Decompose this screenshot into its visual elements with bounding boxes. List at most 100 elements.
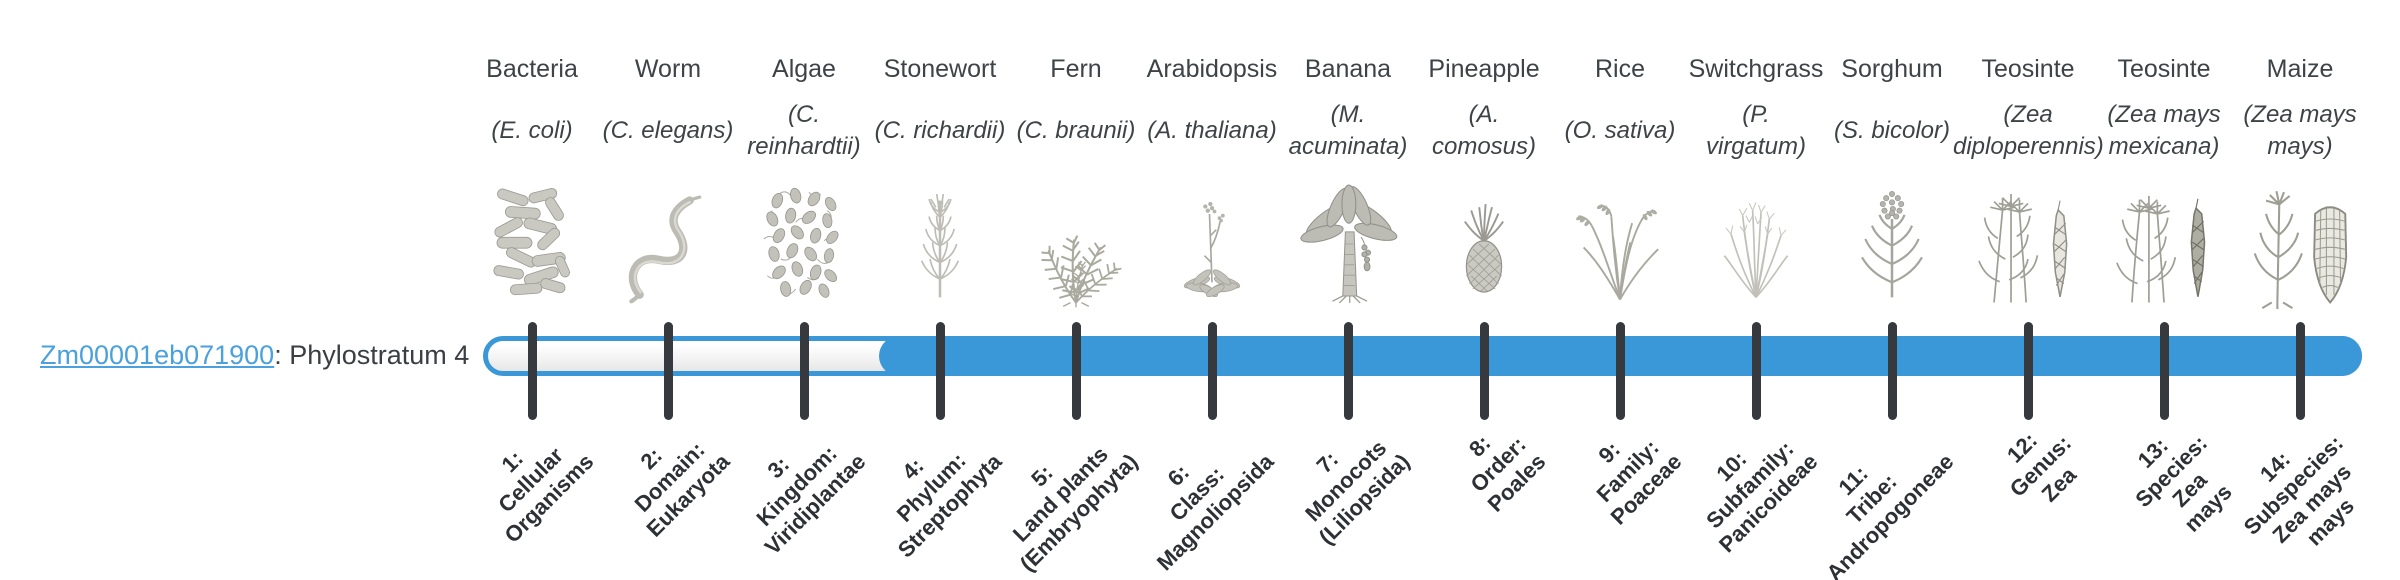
sci-line: diploperennis)	[1953, 133, 2104, 160]
sci-line: (C. elegans)	[602, 117, 734, 144]
sci-line: comosus)	[1431, 133, 1537, 160]
stratum-label-5: 5: Land plants (Embryophyta)	[1007, 441, 1143, 577]
organism-scientific-name: (C. braunii)	[1001, 94, 1151, 168]
sci-line: (Zea	[2003, 101, 2053, 128]
fern-icon	[1001, 170, 1151, 310]
sorghum-icon	[1817, 170, 1967, 310]
teosinte-mexicana-icon	[2089, 170, 2239, 310]
phylostratum-tick-9	[1616, 322, 1625, 420]
organism-column-pineapple: Pineapple (A. comosus)	[1409, 52, 1559, 310]
phylostratum-tick-14	[2296, 322, 2305, 420]
gene-label: Zm00001eb071900: Phylostratum 4	[40, 340, 469, 371]
organism-name: Teosinte	[1981, 55, 2075, 83]
organism-name: Sorghum	[1841, 55, 1943, 83]
sci-line: (Zea mays	[2107, 101, 2221, 128]
stonewort-icon	[865, 170, 1015, 310]
organism-column-arabidopsis: Arabidopsis (A. thaliana)	[1137, 52, 1287, 310]
organism-scientific-name: (P. virgatum)	[1681, 94, 1831, 168]
phylostratum-tick-6	[1208, 322, 1217, 420]
organism-name: Maize	[2266, 55, 2334, 83]
organism-column-maize: Maize (Zea mays mays)	[2225, 52, 2375, 310]
sci-line: (A.	[1468, 101, 1500, 128]
organism-scientific-name: (Zea diploperennis)	[1953, 94, 2104, 168]
stratum-label-2: 2: Domain: Eukaryota	[629, 436, 735, 542]
organism-scientific-name: (O. sativa)	[1545, 94, 1695, 168]
organism-scientific-name: (Zea mays mexicana)	[2089, 94, 2239, 168]
sci-line: (A. thaliana)	[1147, 117, 1277, 144]
sci-line: (S. bicolor)	[1833, 117, 1951, 144]
organism-name: Pineapple	[1428, 55, 1540, 83]
stratum-label-12: 12: Genus: Zea	[2001, 427, 2082, 507]
stratum-label-8: 8: Order: Poales	[1464, 430, 1551, 517]
sci-line: acuminata)	[1288, 133, 1408, 160]
phylostratum-tick-12	[2024, 322, 2033, 420]
sci-line: mays)	[2267, 133, 2333, 160]
organism-scientific-name: (A. comosus)	[1409, 94, 1559, 168]
organism-name: Algae	[772, 55, 836, 83]
sci-line: (P.	[1742, 101, 1770, 128]
organism-scientific-name: (C. reinhardtii)	[729, 94, 879, 168]
stratum-label-6: 6: Class: Magnoliopsida	[1151, 448, 1279, 576]
organism-column-rice: Rice (O. sativa)	[1545, 52, 1695, 310]
organism-scientific-name: (Zea mays mays)	[2225, 94, 2375, 168]
organism-scientific-name: (C. elegans)	[593, 94, 743, 168]
organism-name: Fern	[1050, 55, 1102, 83]
maize-icon	[2225, 170, 2375, 310]
sci-line: mexicana)	[2108, 133, 2220, 160]
bacteria-icon	[457, 170, 607, 310]
stratum-label-13: 13: Species: Zea mays	[2130, 430, 2237, 537]
sci-line: reinhardtii)	[747, 133, 861, 160]
worm-icon	[593, 170, 743, 310]
phylostratum-tick-10	[1752, 322, 1761, 420]
phylostratum-tick-11	[1888, 322, 1897, 420]
organism-column-algae: Algae (C. reinhardtii)	[729, 52, 879, 310]
phylostratum-tick-3	[800, 322, 809, 420]
teosinte-diploperennis-icon	[1953, 170, 2103, 310]
organism-name: Bacteria	[486, 55, 578, 83]
organism-scientific-name: (M. acuminata)	[1273, 94, 1423, 168]
organism-column-sorghum: Sorghum (S. bicolor)	[1817, 52, 1967, 310]
organism-column-fern: Fern (C. braunii)	[1001, 52, 1151, 310]
gene-id-link[interactable]: Zm00001eb071900	[40, 340, 275, 370]
sci-line: (C.	[788, 101, 820, 128]
rice-icon	[1545, 170, 1695, 310]
phylostratum-tick-2	[664, 322, 673, 420]
stratum-label-4: 4: Phylum: Streptophyta	[891, 447, 1007, 563]
organism-column-bacteria: Bacteria (E. coli)	[457, 52, 607, 310]
phylostratum-tick-1	[528, 322, 537, 420]
organism-name: Switchgrass	[1688, 55, 1824, 83]
sci-line: (E. coli)	[491, 117, 573, 144]
sci-line: (M.	[1330, 101, 1366, 128]
organism-scientific-name: (E. coli)	[457, 94, 607, 168]
phylostratum-tick-5	[1072, 322, 1081, 420]
sci-line: virgatum)	[1705, 133, 1807, 160]
banana-icon	[1273, 170, 1423, 310]
stratum-label-3: 3: Kingdom: Viridiplantae	[751, 440, 871, 560]
phylostratum-tick-7	[1344, 322, 1353, 420]
phylostratum-tick-13	[2160, 322, 2169, 420]
organism-column-teosinte-mexicana: Teosinte (Zea mays mexicana)	[2089, 52, 2239, 310]
organism-name: Arabidopsis	[1146, 55, 1278, 83]
stratum-label-7: 7: Monocots (Liliopsida)	[1300, 435, 1415, 550]
organism-scientific-name: (S. bicolor)	[1817, 94, 1967, 168]
organism-name: Rice	[1594, 55, 1645, 83]
organism-column-worm: Worm (C. elegans)	[593, 52, 743, 310]
phylostratum-text: : Phylostratum 4	[274, 340, 470, 370]
organism-column-teosinte-diploperennis: Teosinte (Zea diploperennis)	[1953, 52, 2104, 310]
organism-name: Worm	[634, 55, 702, 83]
switchgrass-icon	[1681, 170, 1831, 310]
stratum-label-1: 1: Cellular Organisms	[493, 442, 599, 548]
sci-line: (C. braunii)	[1016, 117, 1136, 144]
stratum-label-14: 14: Subspecies: Zea mays mays	[2238, 430, 2359, 551]
organism-column-switchgrass: Switchgrass (P. virgatum)	[1681, 52, 1831, 310]
sci-line: (O. sativa)	[1564, 117, 1676, 144]
organism-name: Stonewort	[883, 55, 997, 83]
organism-name: Teosinte	[2117, 55, 2211, 83]
arabidopsis-icon	[1137, 170, 1287, 310]
sci-line: (C. richardii)	[874, 117, 1006, 144]
organism-column-stonewort: Stonewort (C. richardii)	[865, 52, 1015, 310]
organism-scientific-name: (A. thaliana)	[1137, 94, 1287, 168]
organism-name: Banana	[1304, 55, 1392, 83]
pineapple-icon	[1409, 170, 1559, 310]
